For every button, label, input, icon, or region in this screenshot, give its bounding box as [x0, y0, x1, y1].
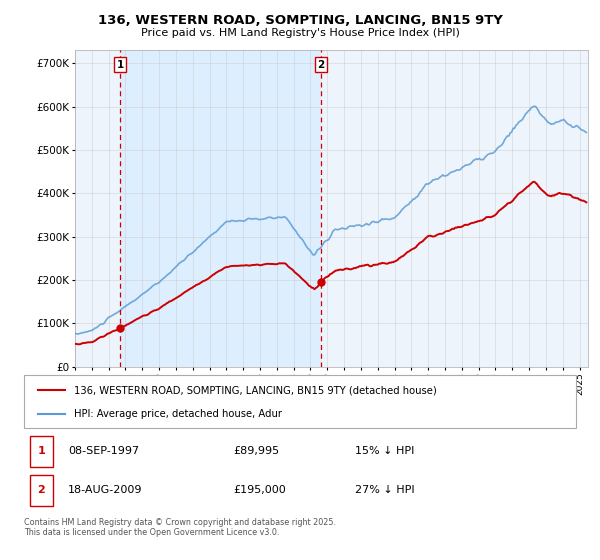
Text: Price paid vs. HM Land Registry's House Price Index (HPI): Price paid vs. HM Land Registry's House …	[140, 28, 460, 38]
Text: 136, WESTERN ROAD, SOMPTING, LANCING, BN15 9TY (detached house): 136, WESTERN ROAD, SOMPTING, LANCING, BN…	[74, 385, 436, 395]
Text: 1: 1	[116, 59, 124, 69]
Text: 08-SEP-1997: 08-SEP-1997	[68, 446, 139, 456]
Bar	[29, 475, 53, 506]
Bar	[120, 50, 321, 367]
Text: 2: 2	[37, 486, 45, 496]
Text: 15% ↓ HPI: 15% ↓ HPI	[355, 446, 415, 456]
Text: 1: 1	[37, 446, 45, 456]
Bar	[29, 436, 53, 467]
Text: 136, WESTERN ROAD, SOMPTING, LANCING, BN15 9TY: 136, WESTERN ROAD, SOMPTING, LANCING, BN…	[98, 14, 502, 27]
Text: Contains HM Land Registry data © Crown copyright and database right 2025.
This d: Contains HM Land Registry data © Crown c…	[24, 518, 336, 538]
Text: 2: 2	[317, 59, 325, 69]
Text: £195,000: £195,000	[234, 486, 287, 496]
Text: 27% ↓ HPI: 27% ↓ HPI	[355, 486, 415, 496]
Text: 18-AUG-2009: 18-AUG-2009	[68, 486, 143, 496]
Text: HPI: Average price, detached house, Adur: HPI: Average price, detached house, Adur	[74, 408, 281, 418]
Text: £89,995: £89,995	[234, 446, 280, 456]
